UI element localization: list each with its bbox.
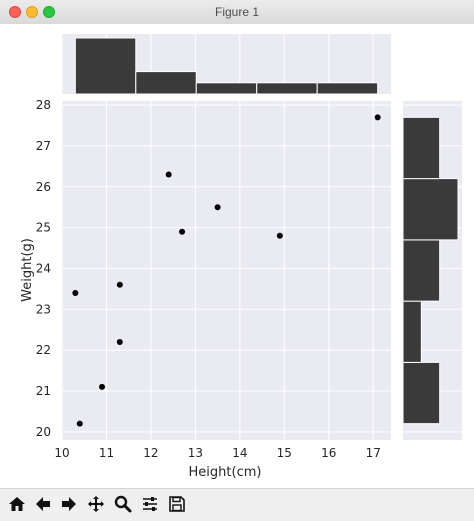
y-axis-label: Weight(g) (20, 238, 35, 302)
data-point (214, 204, 221, 211)
figure-canvas: 10 11 12 13 14 15 16 17 20 21 22 23 24 25 26 27 28 Heigh… (0, 24, 474, 488)
marginal-x-histogram (61, 34, 391, 95)
y-tick-label: 27 (36, 139, 51, 153)
histogram-bar (402, 239, 441, 302)
home-icon (8, 495, 26, 513)
x-tick-label: 15 (277, 446, 292, 460)
jointplot-chart: 10 11 12 13 14 15 16 17 20 21 22 23 24 25 26 27 28 Heigh… (20, 34, 462, 480)
zoom-icon (114, 495, 132, 513)
data-point (99, 383, 106, 390)
y-tick-label: 22 (36, 343, 51, 357)
x-tick-label: 14 (232, 446, 247, 460)
histogram-bar (195, 82, 258, 95)
y-tick-label: 26 (36, 180, 51, 194)
save-icon (168, 495, 186, 513)
data-point (276, 232, 283, 239)
y-tick-label: 28 (36, 98, 51, 112)
forward-button[interactable] (58, 493, 80, 515)
data-point (116, 338, 123, 345)
y-tick-label: 24 (36, 261, 51, 275)
data-point (76, 420, 83, 427)
zoom-button[interactable] (112, 493, 134, 515)
histogram-bar (74, 37, 137, 95)
forward-icon (60, 495, 78, 513)
x-tick-label: 12 (143, 446, 158, 460)
marginal-y-histogram (402, 101, 462, 440)
histogram-bar (402, 300, 422, 363)
histogram-bar (402, 116, 441, 180)
x-tick-label: 13 (188, 446, 203, 460)
y-tick-label: 20 (36, 425, 51, 439)
configure-subplots-button[interactable] (139, 493, 161, 515)
x-axis-label: Height(cm) (189, 465, 262, 480)
histogram-bar (256, 82, 318, 95)
pan-button[interactable] (85, 493, 107, 515)
data-point (165, 171, 172, 178)
histogram-bar (316, 82, 379, 95)
maximize-window-button[interactable] (43, 6, 55, 18)
home-button[interactable] (6, 493, 28, 515)
x-tick-label: 11 (99, 446, 114, 460)
histogram-bar (402, 178, 459, 241)
histogram-bar (402, 361, 441, 425)
histogram-bar (135, 71, 197, 95)
back-button[interactable] (32, 493, 54, 515)
scatter-plot: 10 11 12 13 14 15 16 17 20 21 22 23 24 25 26 27 28 (36, 98, 391, 460)
y-tick-label: 21 (36, 384, 51, 398)
navigation-toolbar (0, 488, 474, 521)
x-tick-label: 16 (321, 446, 336, 460)
configure-subplots-icon (141, 495, 159, 513)
y-tick-label: 23 (36, 302, 51, 316)
x-tick-label: 10 (54, 446, 69, 460)
back-icon (34, 495, 52, 513)
data-point (116, 281, 123, 288)
minimize-window-button[interactable] (26, 6, 38, 18)
plot-background (62, 101, 391, 440)
window-title: Figure 1 (214, 5, 260, 19)
close-window-button[interactable] (9, 6, 21, 18)
data-point (374, 114, 381, 121)
save-button[interactable] (166, 493, 188, 515)
y-tick-label: 25 (36, 221, 51, 235)
pan-icon (87, 495, 105, 513)
data-point (179, 228, 186, 235)
title-bar: Figure 1 (0, 0, 474, 25)
data-point (72, 289, 79, 296)
x-tick-label: 17 (366, 446, 381, 460)
